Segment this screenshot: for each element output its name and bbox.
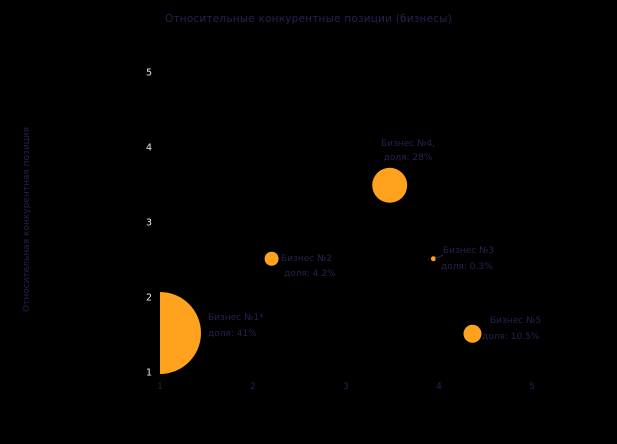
bubble-label-name: Бизнес №5 <box>490 316 541 326</box>
y-tick-label: 5 <box>146 68 152 79</box>
bubble-label-share: доля: 41% <box>208 329 257 339</box>
bubble-business-5 <box>463 324 482 343</box>
y-tick-label: 4 <box>146 143 152 154</box>
annotation-leader-line <box>434 254 444 260</box>
x-tick-label: 5 <box>529 382 535 392</box>
x-tick-label: 1 <box>157 382 163 392</box>
bubble-label-name: Бизнес №4, <box>381 139 435 149</box>
bubble-label-name: Бизнес №3 <box>443 246 494 256</box>
x-tick-label: 4 <box>436 382 442 392</box>
bubble-business-3 <box>430 256 436 262</box>
bubble-label-name: Бизнес №2 <box>281 254 332 264</box>
bubble-business-1 <box>160 292 201 374</box>
y-tick-label: 2 <box>146 293 152 304</box>
bubble-business-2 <box>264 251 279 266</box>
x-tick-label: 2 <box>250 382 256 392</box>
bubble-label-share: доля: 10.5% <box>482 332 540 342</box>
x-tick-label: 3 <box>343 382 349 392</box>
bubble-label-share: доля: 4.2% <box>284 269 336 279</box>
bubble-label-name: Бизнес №1* <box>208 313 264 323</box>
bubble-label-share: доля: 0.3% <box>441 262 493 272</box>
bubble-business-4 <box>372 167 408 203</box>
y-tick-label: 1 <box>146 368 152 379</box>
bubble-label-share: доля: 28% <box>384 153 433 163</box>
y-tick-label: 3 <box>146 218 152 229</box>
chart-title: Относительные конкурентные позиции (бизн… <box>164 13 453 25</box>
